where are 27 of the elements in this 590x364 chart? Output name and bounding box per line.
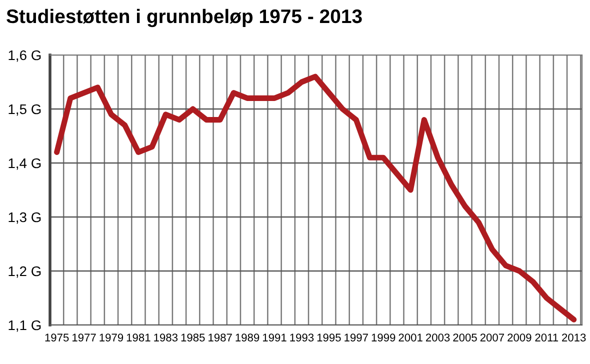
x-tick-label: 1983 <box>154 334 178 342</box>
x-tick-label: 2011 <box>535 334 558 342</box>
x-tick-label: 1977 <box>72 334 96 342</box>
x-tick-label: 2013 <box>562 334 586 342</box>
y-tick-label: 1,2 G <box>8 266 41 278</box>
x-tick-label: 1991 <box>262 334 286 342</box>
x-tick-label: 1979 <box>100 334 124 342</box>
x-tick-label: 2005 <box>453 334 477 342</box>
x-tick-label: 1995 <box>317 334 341 342</box>
x-tick-label: 1997 <box>344 334 368 342</box>
x-tick-label: 1985 <box>181 334 205 342</box>
chart-title: Studiestøtten i grunnbeløp 1975 - 2013 <box>6 8 362 28</box>
y-tick-label: 1,1 G <box>8 320 41 332</box>
x-tick-label: 1989 <box>236 334 260 342</box>
x-tick-label: 2009 <box>508 334 532 342</box>
x-tick-label: 1981 <box>126 334 150 342</box>
x-tick-label: 2001 <box>398 334 422 342</box>
x-tick-label: 2007 <box>480 334 504 342</box>
y-tick-label: 1,4 G <box>8 158 41 170</box>
x-tick-label: 1987 <box>208 334 232 342</box>
x-tick-label: 1975 <box>45 334 69 342</box>
x-tick-label: 1999 <box>372 334 396 342</box>
y-tick-label: 1,3 G <box>8 212 41 224</box>
y-tick-label: 1,5 G <box>8 104 41 116</box>
y-tick-label: 1,6 G <box>8 50 41 62</box>
x-tick-label: 2003 <box>426 334 450 342</box>
x-tick-label: 1993 <box>290 334 314 342</box>
